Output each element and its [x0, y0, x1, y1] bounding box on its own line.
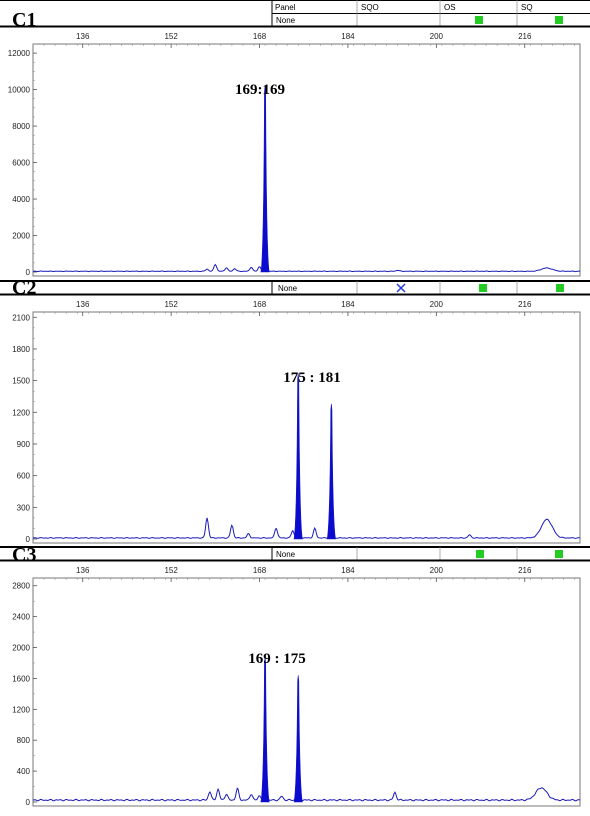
y-tick-label: 2400 — [12, 613, 30, 622]
x-tick-label: 136 — [76, 32, 90, 41]
y-tick-label: 2000 — [12, 232, 30, 241]
allele-call-label: 175 : 181 — [283, 370, 341, 386]
y-tick-label: 4000 — [12, 195, 30, 204]
x-tick-label: 200 — [430, 32, 444, 41]
x-tick-label: 216 — [518, 300, 532, 309]
y-tick-label: 0 — [26, 268, 31, 277]
sq-status-icon — [555, 550, 563, 558]
x-tick-label: 168 — [253, 300, 267, 309]
header-sqo-col: SQO — [361, 3, 379, 12]
chart-c3: 136 152 168 184 200 216 0 400 800 1200 1600 2000 240… — [12, 566, 581, 807]
allele-peak — [293, 373, 303, 540]
x-tick-label: 168 — [253, 566, 267, 575]
allele-peak — [293, 675, 303, 803]
x-tick-label: 200 — [430, 566, 444, 575]
baseline-trace — [33, 517, 581, 539]
allele-peak — [260, 85, 270, 273]
y-tick-label: 1800 — [12, 345, 30, 354]
x-tick-label: 168 — [253, 32, 267, 41]
x-icon — [396, 283, 406, 293]
baseline-trace — [32, 787, 581, 802]
y-tick-label: 400 — [17, 767, 31, 776]
y-tick-label: 900 — [17, 440, 31, 449]
sq-status-icon — [555, 16, 563, 24]
allele-peak — [260, 656, 270, 803]
x-tick-label: 184 — [341, 32, 355, 41]
x-tick-label: 216 — [518, 32, 532, 41]
y-tick-label: 8000 — [12, 122, 30, 131]
panel-label-c3: C3 — [12, 544, 36, 566]
y-tick-label: 2000 — [12, 644, 30, 653]
x-tick-label: 184 — [341, 566, 355, 575]
header-panel-col: Panel — [275, 3, 296, 12]
x-tick-label: 152 — [164, 32, 178, 41]
panel-label-c1: C1 — [12, 9, 36, 31]
y-tick-label: 1200 — [12, 705, 30, 714]
y-tick-label: 0 — [26, 798, 31, 807]
plot-frame — [32, 577, 581, 807]
panel-label-c2: C2 — [12, 277, 36, 299]
y-tick-label: 6000 — [12, 159, 30, 168]
y-tick-label: 600 — [17, 472, 31, 481]
os-status-icon — [476, 550, 484, 558]
x-tick-label: 200 — [430, 300, 444, 309]
panel-c1-header: Panel SQO OS SQ None C1 — [0, 0, 590, 31]
baseline-trace — [32, 263, 581, 273]
plot-frame — [32, 311, 581, 544]
x-tick-label: 136 — [76, 566, 90, 575]
panel-c2-header: None C2 — [0, 277, 590, 299]
y-tick-label: 12000 — [8, 49, 31, 58]
panel-c1-value[interactable]: None — [276, 16, 296, 25]
y-tick-label: 1200 — [12, 408, 30, 417]
allele-call-label: 169 : 175 — [248, 651, 306, 667]
plot-frame — [32, 43, 581, 277]
y-tick-label: 800 — [17, 736, 31, 745]
os-status-icon — [479, 284, 487, 292]
x-tick-label: 136 — [76, 300, 90, 309]
x-tick-label: 216 — [518, 566, 532, 575]
y-tick-label: 1600 — [12, 674, 30, 683]
y-tick-label: 10000 — [8, 86, 31, 95]
chart-c2: 136 152 168 184 200 216 0 300 600 900 1200 1500 1800… — [12, 300, 581, 544]
panel-c2-value[interactable]: None — [278, 284, 298, 293]
header-os-col: OS — [444, 3, 456, 12]
allele-call-label: 169:169 — [235, 82, 285, 98]
panel-c3-value[interactable]: None — [276, 550, 296, 559]
x-tick-label: 184 — [341, 300, 355, 309]
allele-peak — [326, 403, 336, 540]
y-tick-label: 2800 — [12, 582, 30, 591]
header-sq-col: SQ — [521, 3, 533, 12]
y-tick-label: 300 — [17, 503, 31, 512]
y-tick-label: 1500 — [12, 377, 30, 386]
y-tick-label: 0 — [26, 535, 31, 544]
sq-status-icon — [556, 284, 564, 292]
os-status-icon — [475, 16, 483, 24]
x-tick-label: 152 — [164, 566, 178, 575]
y-tick-label: 2100 — [12, 313, 30, 322]
chart-c1: 136 152 168 184 200 216 0 2000 4000 6000 8000 10000… — [8, 32, 581, 277]
panel-c3-header: None C3 — [0, 544, 590, 566]
x-tick-label: 152 — [164, 300, 178, 309]
